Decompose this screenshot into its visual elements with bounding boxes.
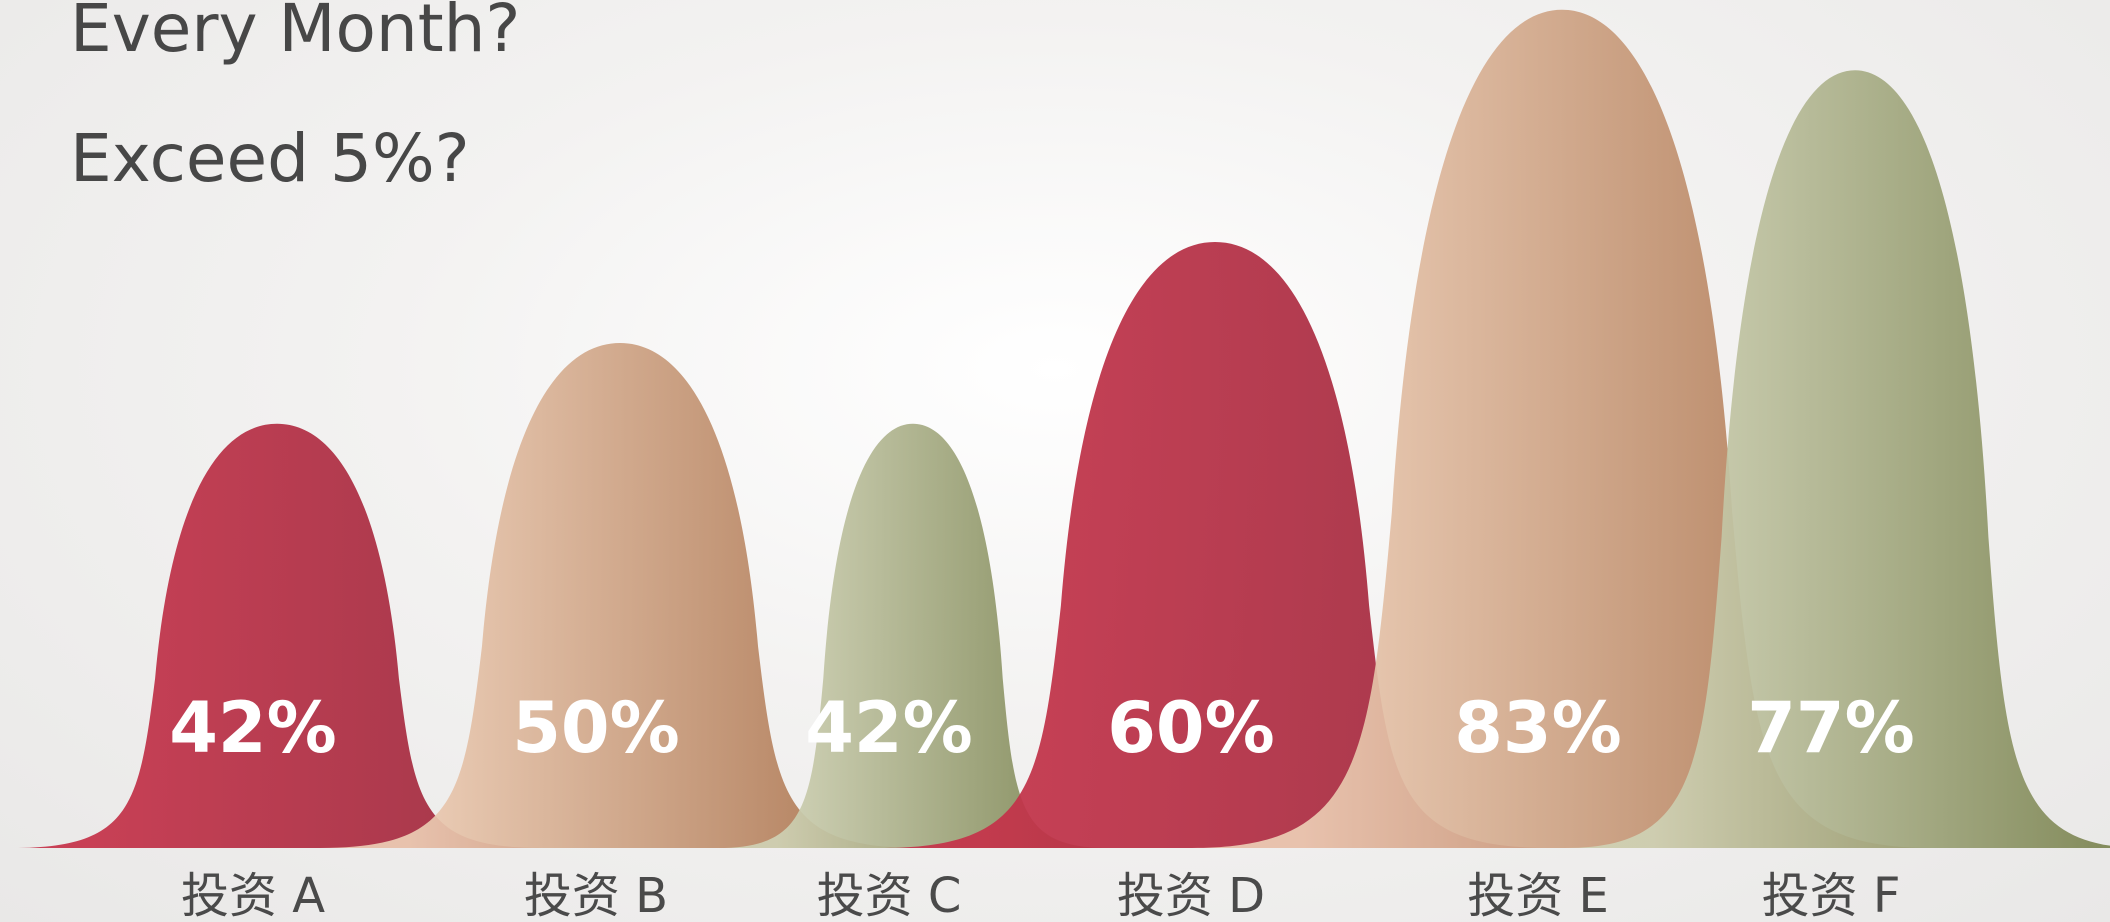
value-label-5: 83% (1454, 687, 1622, 769)
peak-3 (718, 423, 1108, 848)
peak-5 (1192, 9, 1932, 849)
chart-title-line-2: Exceed 5%? (70, 120, 470, 197)
value-label-4: 60% (1107, 687, 1275, 769)
category-label-1: 投资 A (181, 868, 325, 922)
category-label-4: 投资 D (1117, 868, 1265, 922)
category-label-5: 投资 E (1467, 868, 1609, 922)
category-label-3: 投资 C (817, 868, 962, 922)
category-label-2: 投资 B (524, 868, 668, 922)
category-labels-layer: 投资 A 投资 B 投资 C 投资 D 投资 E 投资 F (181, 868, 1900, 922)
peaks-layer (12, 9, 2110, 849)
category-label-6: 投资 F (1762, 868, 1901, 922)
peak-6 (1565, 70, 2110, 848)
value-label-6: 77% (1747, 687, 1915, 769)
value-labels-layer: 42% 50% 42% 60% 83% 77% (169, 687, 1915, 769)
value-label-3: 42% (805, 687, 973, 769)
peak-1 (12, 423, 542, 848)
peak-4 (880, 242, 1550, 848)
value-label-2: 50% (512, 687, 680, 769)
peak-2 (320, 343, 920, 848)
chart-title-line-1: Every Month? (70, 0, 521, 67)
value-label-1: 42% (169, 687, 337, 769)
